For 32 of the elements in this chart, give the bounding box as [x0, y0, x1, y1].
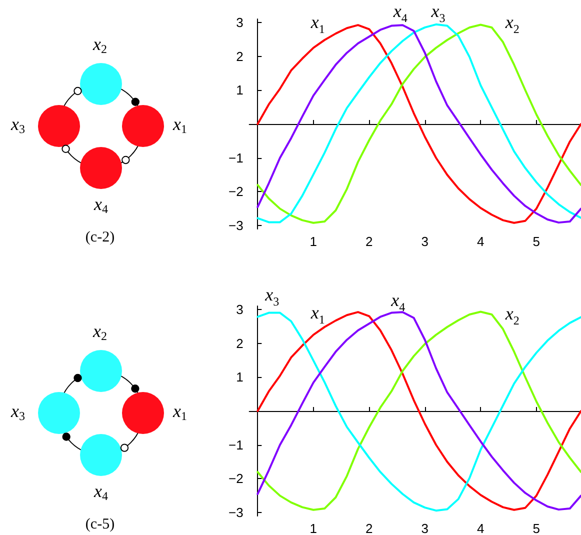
text: (c-2) — [85, 229, 115, 246]
text: x$_{3}$ — [11, 114, 25, 136]
y-tick-label: 1 — [236, 370, 244, 385]
text: x$_{1}$ — [173, 114, 187, 136]
x-tick-label: 1 — [310, 234, 318, 249]
x-tick-label: 1 — [310, 521, 318, 535]
y-tick-label: 3 — [236, 14, 244, 30]
y-tick-label: −1 — [228, 437, 244, 452]
y-tick-label: 2 — [236, 336, 244, 351]
y-tick-label: 3 — [236, 302, 244, 317]
y-tick-label: −3 — [228, 218, 244, 234]
text: x$_{4}$ — [94, 481, 108, 503]
text: x$_{4}$ — [94, 194, 108, 216]
x-tick-label: 4 — [477, 234, 484, 249]
x-tick-label: 5 — [532, 521, 540, 535]
x-tick-label: 3 — [421, 521, 429, 535]
x-tick-label: 4 — [477, 521, 484, 535]
y-tick-label: −2 — [228, 184, 244, 200]
x-tick-label: 3 — [421, 234, 429, 249]
y-tick-label: −1 — [228, 150, 244, 166]
y-tick-label: −3 — [228, 505, 244, 520]
x-tick-label: 2 — [366, 521, 373, 535]
y-tick-label: −2 — [228, 471, 244, 486]
text: x$_{2}$ — [93, 321, 107, 343]
text: x$_{2}$ — [93, 34, 107, 56]
text: x$_{1}$ — [173, 401, 187, 423]
text: (c-5) — [85, 516, 115, 532]
text: x$_{3}$ — [11, 401, 25, 423]
y-tick-label: 2 — [236, 48, 244, 64]
x-tick-label: 2 — [366, 234, 373, 249]
x-tick-label: 5 — [532, 234, 540, 249]
y-tick-label: 1 — [236, 82, 244, 98]
